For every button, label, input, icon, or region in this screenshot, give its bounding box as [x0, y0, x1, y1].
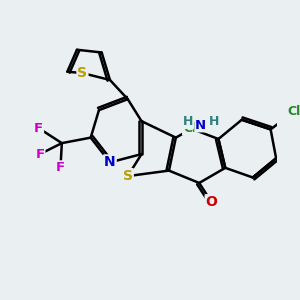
Text: F: F — [34, 122, 43, 134]
Text: N: N — [195, 119, 206, 132]
Text: F: F — [56, 161, 65, 174]
Text: H: H — [209, 116, 220, 128]
Text: Cl: Cl — [287, 105, 300, 118]
Text: O: O — [206, 195, 218, 209]
Text: H: H — [183, 116, 194, 128]
Text: S: S — [77, 66, 87, 80]
Text: F: F — [35, 148, 44, 160]
Text: N: N — [104, 155, 116, 170]
Text: S: S — [123, 169, 133, 183]
Text: Cl: Cl — [183, 122, 196, 134]
